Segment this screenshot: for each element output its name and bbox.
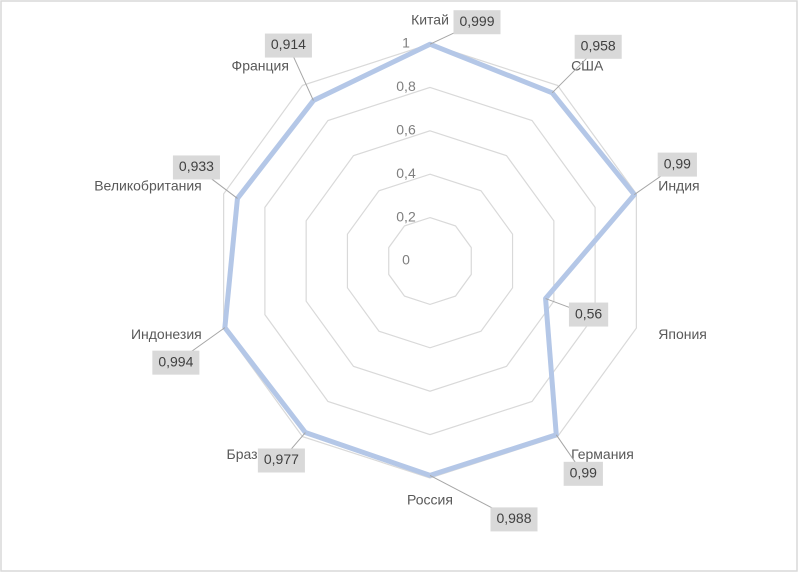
category-label: Великобритания [94,178,202,194]
r-tick-label: 0,4 [396,165,416,181]
category-label: Индия [658,178,699,194]
r-tick-label: 0,8 [396,78,416,94]
grid-ring [388,216,472,306]
category-label: США [571,58,604,74]
grid-ring [346,173,514,349]
value-label: 0,999 [459,13,494,29]
value-label-box [172,155,220,180]
value-label: 0,933 [179,158,214,174]
category-label: Россия [407,492,453,508]
value-label-box [453,10,501,35]
value-label: 0,958 [581,38,616,54]
category-label: Япония [658,326,707,342]
r-tick-label: 0,2 [396,208,416,224]
r-tick-label: 0 [402,252,410,268]
category-label: Китай [411,12,449,28]
value-label: 0,99 [570,465,597,481]
value-label: 0,56 [575,305,602,321]
grid-ring [305,130,555,392]
value-label-box [152,350,200,375]
value-label-box [490,507,538,532]
category-label: Индонезия [131,326,202,342]
category-label: Германия [571,446,634,462]
value-label-box [257,448,305,473]
value-label-box [657,152,697,177]
value-label-box [563,461,603,486]
value-label: 0,914 [271,36,306,52]
value-label: 0,994 [158,353,193,369]
value-label-box [264,33,312,58]
value-label-box [568,302,609,327]
value-label: 0,988 [496,510,531,526]
value-label-box [574,34,622,59]
value-label: 0,99 [664,155,691,171]
value-label: 0,977 [264,451,299,467]
category-label: Франция [232,58,289,74]
r-tick-label: 0,6 [396,122,416,138]
grid-ring [223,43,637,479]
grid-ring [264,86,596,436]
r-tick-label: 1 [402,35,410,51]
